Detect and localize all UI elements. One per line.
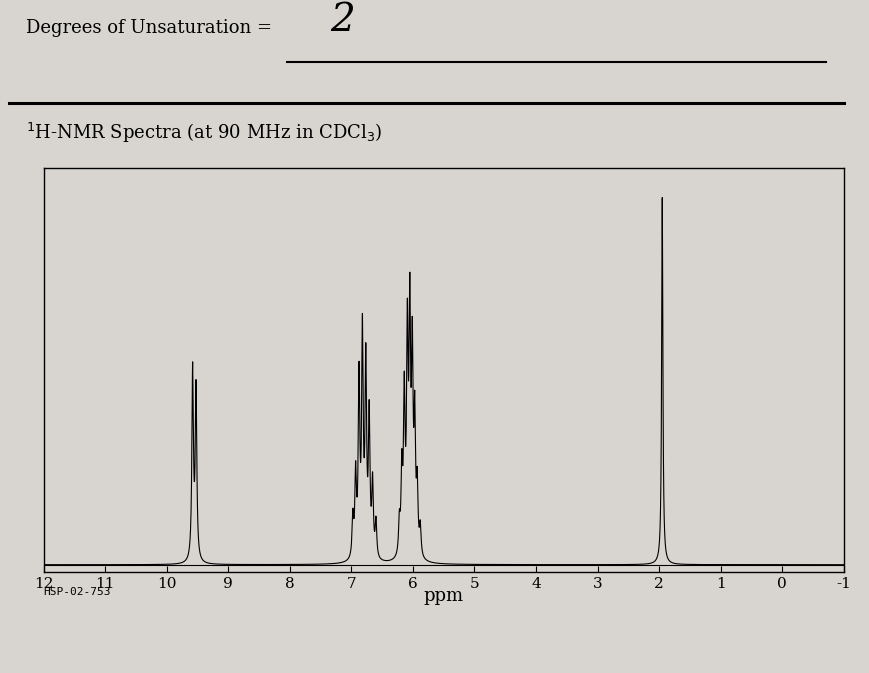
Text: ppm: ppm xyxy=(423,587,463,605)
Text: 2: 2 xyxy=(330,2,355,39)
Text: Degrees of Unsaturation =: Degrees of Unsaturation = xyxy=(26,20,277,38)
Text: $^{1}$H-NMR Spectra (at 90 MHz in CDCl$_3$): $^{1}$H-NMR Spectra (at 90 MHz in CDCl$_… xyxy=(26,121,382,145)
Text: HSP-02-753: HSP-02-753 xyxy=(43,587,111,597)
